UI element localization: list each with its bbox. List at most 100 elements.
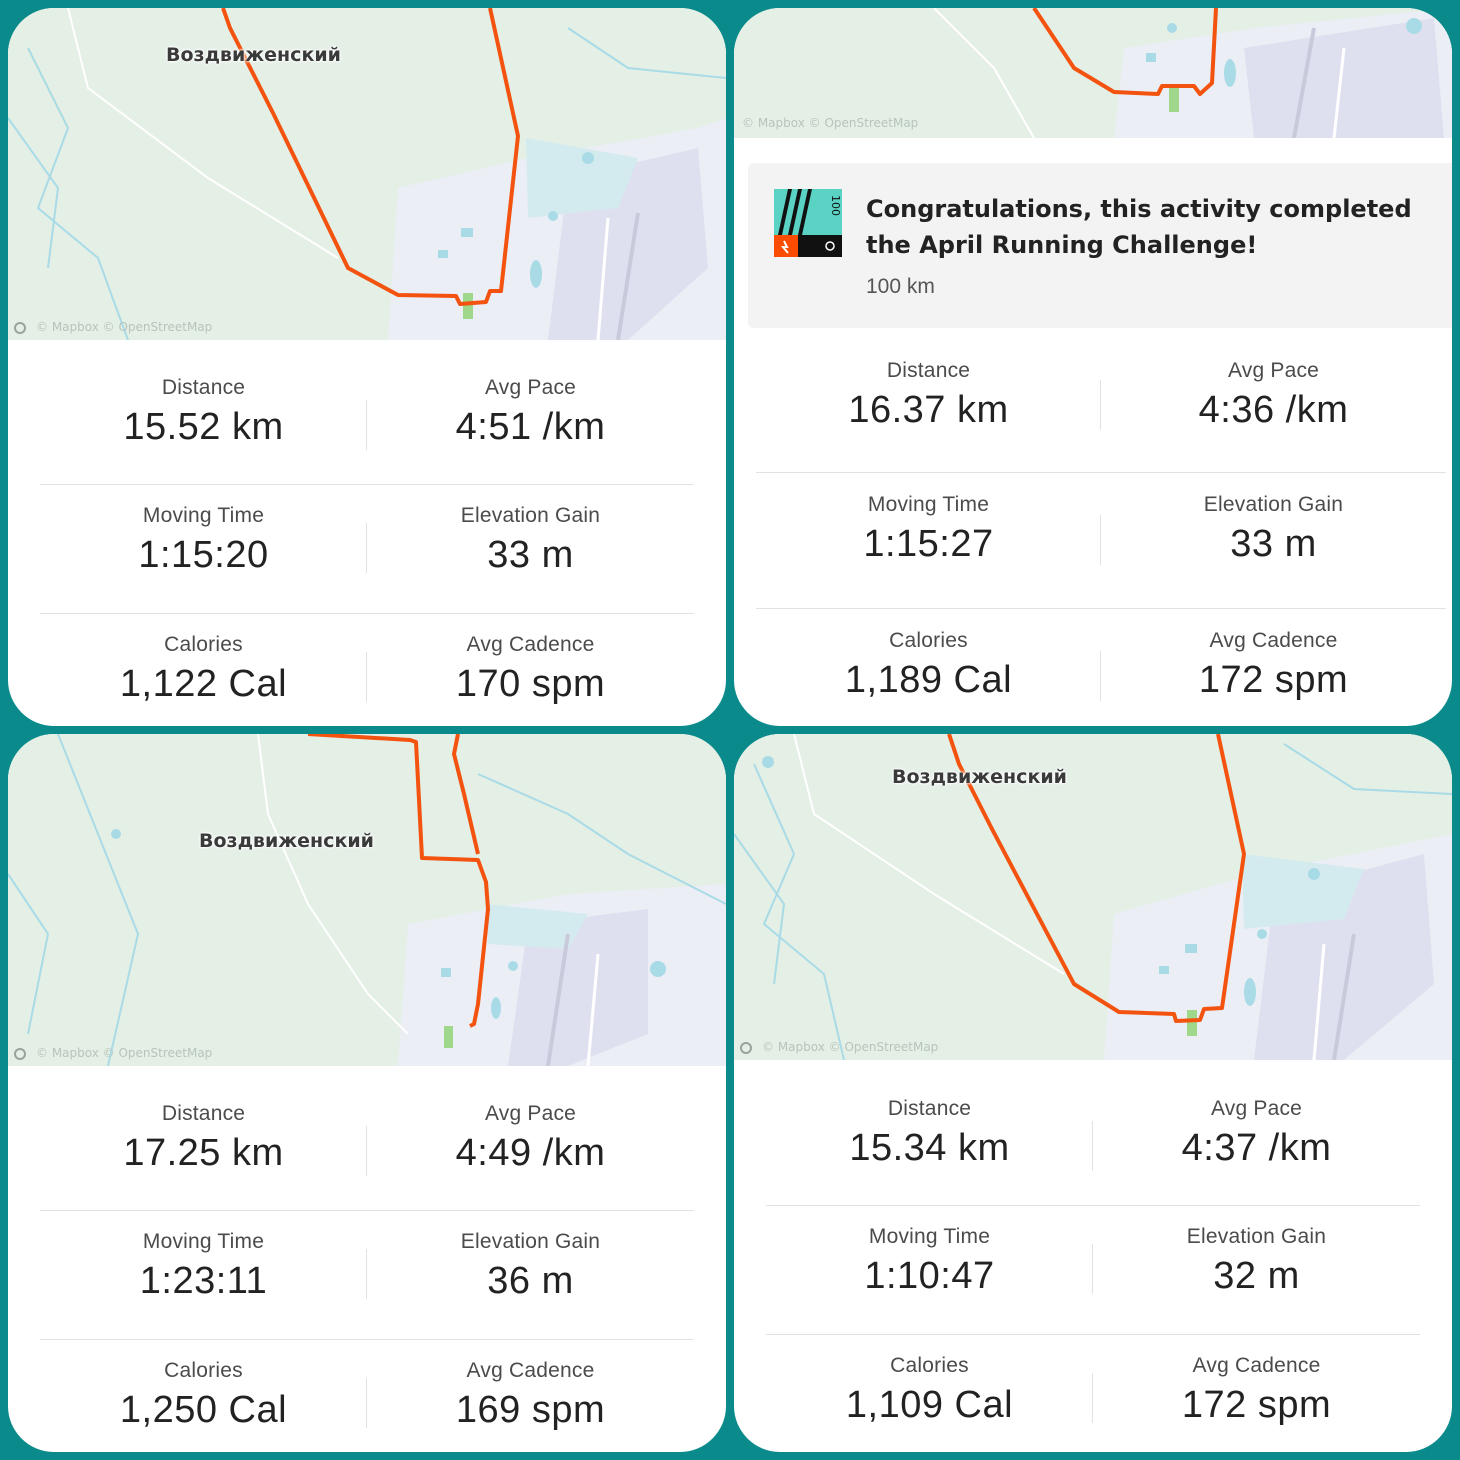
stat-calories: Calories 1,109 Cal	[766, 1335, 1093, 1452]
stat-avg-pace: Avg Pace 4:37 /km	[1093, 1064, 1420, 1205]
stat-label: Elevation Gain	[1203, 493, 1344, 516]
map-graphic	[734, 8, 1452, 138]
svg-text:100: 100	[829, 195, 842, 216]
stat-label: Moving Time	[142, 1230, 265, 1253]
divider	[1100, 651, 1101, 701]
mapbox-logo-icon	[14, 322, 26, 334]
stat-value: 1:10:47	[864, 1255, 995, 1297]
stat-label: Avg Cadence	[1192, 1354, 1321, 1377]
place-label: Воздвиженский	[199, 830, 374, 852]
mapbox-logo-icon	[740, 1042, 752, 1054]
stat-value: 1:15:27	[863, 523, 994, 565]
stat-value: 4:51 /km	[455, 406, 606, 448]
stat-elevation-gain: Elevation Gain 33 m	[367, 485, 694, 613]
stat-avg-pace: Avg Pace 4:49 /km	[367, 1069, 694, 1210]
stat-label: Elevation Gain	[460, 504, 601, 527]
divider	[366, 1126, 367, 1176]
route-map[interactable]: Воздвиженский © Mapbox © OpenStreetMap	[734, 734, 1452, 1060]
stat-avg-cadence: Avg Cadence 169 spm	[367, 1340, 694, 1452]
activity-card-2[interactable]: © Mapbox © OpenStreetMap 100 Congratulat…	[734, 8, 1452, 726]
divider	[366, 400, 367, 450]
challenge-subtitle: 100 km	[866, 275, 935, 298]
stat-value: 32 m	[1213, 1255, 1300, 1297]
stat-value: 172 spm	[1198, 659, 1349, 701]
stat-avg-pace: Avg Pace 4:36 /km	[1101, 335, 1446, 472]
stat-value: 1,122 Cal	[119, 663, 288, 705]
stat-value: 15.52 km	[123, 406, 284, 448]
stat-moving-time: Moving Time 1:23:11	[40, 1211, 367, 1339]
stat-value: 4:37 /km	[1181, 1127, 1332, 1169]
stat-value: 33 m	[487, 534, 574, 576]
route-map[interactable]: © Mapbox © OpenStreetMap	[734, 8, 1452, 138]
stat-value: 1,189 Cal	[844, 659, 1013, 701]
map-graphic	[8, 8, 726, 340]
map-attribution: © Mapbox © OpenStreetMap	[36, 320, 213, 334]
map-graphic	[8, 734, 726, 1066]
stat-moving-time: Moving Time 1:15:27	[756, 473, 1101, 608]
stat-label: Moving Time	[142, 504, 265, 527]
divider	[366, 652, 367, 702]
stats-grid: Distance 15.52 km Avg Pace 4:51 /km Movi…	[40, 343, 694, 726]
stat-label: Avg Pace	[1227, 359, 1320, 382]
stat-label: Moving Time	[867, 493, 990, 516]
stat-elevation-gain: Elevation Gain 36 m	[367, 1211, 694, 1339]
divider	[366, 1378, 367, 1428]
stats-grid: Distance 15.34 km Avg Pace 4:37 /km Movi…	[766, 1064, 1420, 1452]
map-attribution: © Mapbox © OpenStreetMap	[742, 116, 919, 130]
stat-value: 16.37 km	[848, 389, 1009, 431]
stat-distance: Distance 16.37 km	[756, 335, 1101, 472]
stat-label: Avg Pace	[484, 1102, 577, 1125]
stat-value: 4:49 /km	[455, 1132, 606, 1174]
stat-avg-cadence: Avg Cadence 172 spm	[1101, 609, 1446, 726]
stat-value: 4:36 /km	[1198, 389, 1349, 431]
challenge-banner[interactable]: 100 Congratulations, this activity compl…	[748, 163, 1452, 328]
place-label: Воздвиженский	[892, 766, 1067, 788]
stat-moving-time: Moving Time 1:15:20	[40, 485, 367, 613]
challenge-title: Congratulations, this activity completed…	[866, 195, 1412, 259]
map-graphic	[734, 734, 1452, 1060]
map-attribution: © Mapbox © OpenStreetMap	[36, 1046, 213, 1060]
route-map[interactable]: Воздвиженский © Mapbox © OpenStreetMap	[8, 734, 726, 1066]
challenge-badge-icon: 100	[774, 189, 842, 257]
stat-elevation-gain: Elevation Gain 32 m	[1093, 1206, 1420, 1334]
stat-avg-cadence: Avg Cadence 172 spm	[1093, 1335, 1420, 1452]
stat-moving-time: Moving Time 1:10:47	[766, 1206, 1093, 1334]
stat-value: 15.34 km	[849, 1127, 1010, 1169]
stat-value: 1:15:20	[138, 534, 269, 576]
stat-label: Distance	[887, 1097, 972, 1120]
stat-elevation-gain: Elevation Gain 33 m	[1101, 473, 1446, 608]
stat-value: 36 m	[487, 1260, 574, 1302]
stat-label: Distance	[161, 1102, 246, 1125]
stat-label: Calories	[164, 633, 243, 656]
stat-label: Elevation Gain	[1186, 1225, 1327, 1248]
stat-avg-cadence: Avg Cadence 170 spm	[367, 614, 694, 726]
stat-label: Avg Cadence	[466, 633, 595, 656]
stat-value: 1,250 Cal	[119, 1389, 288, 1431]
stat-label: Avg Cadence	[466, 1359, 595, 1382]
divider	[1092, 1373, 1093, 1423]
stat-label: Moving Time	[868, 1225, 991, 1248]
stats-grid: Distance 16.37 km Avg Pace 4:36 /km Movi…	[756, 335, 1446, 726]
activity-card-3[interactable]: Воздвиженский © Mapbox © OpenStreetMap D…	[8, 734, 726, 1452]
stat-calories: Calories 1,250 Cal	[40, 1340, 367, 1452]
stat-calories: Calories 1,122 Cal	[40, 614, 367, 726]
divider	[1100, 380, 1101, 430]
stat-label: Distance	[886, 359, 971, 382]
stat-value: 33 m	[1230, 523, 1317, 565]
place-label: Воздвиженский	[166, 44, 341, 66]
stat-label: Avg Pace	[484, 376, 577, 399]
stat-avg-pace: Avg Pace 4:51 /km	[367, 343, 694, 484]
route-map[interactable]: Воздвиженский © Mapbox © OpenStreetMap	[8, 8, 726, 340]
stat-label: Avg Pace	[1210, 1097, 1303, 1120]
divider	[366, 523, 367, 573]
stats-grid: Distance 17.25 km Avg Pace 4:49 /km Movi…	[40, 1069, 694, 1452]
stat-distance: Distance 17.25 km	[40, 1069, 367, 1210]
activity-card-1[interactable]: Воздвиженский © Mapbox © OpenStreetMap D…	[8, 8, 726, 726]
stat-distance: Distance 15.52 km	[40, 343, 367, 484]
stat-value: 172 spm	[1181, 1384, 1332, 1426]
activity-card-4[interactable]: Воздвиженский © Mapbox © OpenStreetMap D…	[734, 734, 1452, 1452]
map-attribution: © Mapbox © OpenStreetMap	[762, 1040, 939, 1054]
stat-value: 17.25 km	[123, 1132, 284, 1174]
divider	[1100, 515, 1101, 565]
stat-label: Avg Cadence	[1209, 629, 1338, 652]
